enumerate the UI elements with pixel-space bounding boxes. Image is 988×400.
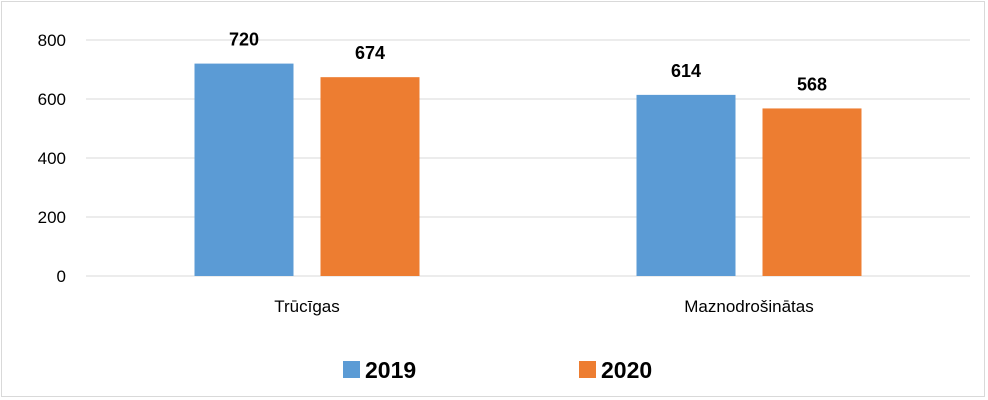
bar-2019-1	[636, 94, 736, 277]
data-label: 614	[671, 61, 701, 81]
data-label: 674	[355, 43, 385, 63]
data-label: 720	[229, 30, 259, 50]
x-category-label: Trūcīgas	[274, 297, 340, 316]
legend-swatch	[343, 361, 360, 378]
data-label: 568	[797, 74, 827, 94]
bar-2019-0	[194, 63, 294, 276]
x-category-label: Maznodrošinātas	[684, 297, 813, 316]
legend-label: 2019	[365, 357, 416, 383]
bar-2020-1	[762, 108, 862, 276]
y-tick-label: 600	[38, 90, 66, 109]
bar-2020-0	[320, 77, 420, 276]
y-tick-label: 200	[38, 208, 66, 227]
legend-swatch	[579, 361, 596, 378]
y-tick-label: 800	[38, 31, 66, 50]
y-tick-label: 400	[38, 149, 66, 168]
y-tick-label: 0	[57, 267, 66, 286]
legend-label: 2020	[601, 357, 652, 383]
